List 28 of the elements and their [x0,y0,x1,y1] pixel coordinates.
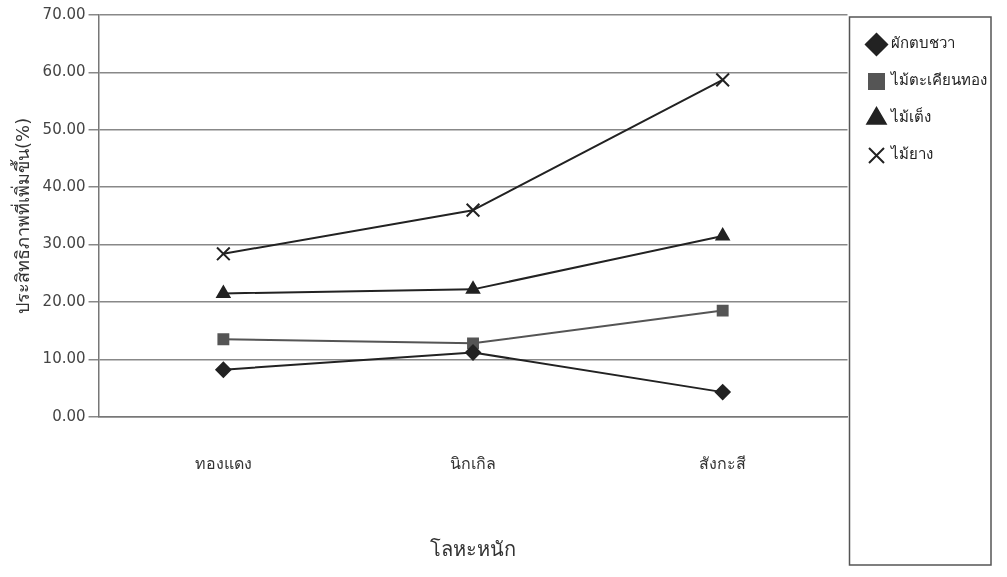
point [465,202,481,218]
y-axis-title: ประสิทธิภาพที่เพิ่มขึ้น(%) [10,117,34,314]
legend-label: ไม้ยาง [890,145,933,164]
point [714,384,731,401]
y-tick-label: 50.00 [42,119,86,138]
legend-label: ผักตบชวา [891,34,955,53]
x-axis-title: โลหะหนัก [430,537,517,562]
legend-label: ไม้ตะเคียนทอง [890,71,987,90]
y-tick-label: 10.00 [42,349,86,368]
y-tick-label: 20.00 [42,291,86,310]
y-tick-label: 0.00 [52,406,86,425]
point [217,333,230,346]
x-tick-label: สังกะสี [699,453,747,473]
y-tick-label: 40.00 [42,177,86,196]
point [465,281,481,294]
point [216,285,231,298]
point [465,344,482,361]
point [716,304,729,317]
y-tick-label: 70.00 [42,4,86,23]
y-tick-label: 60.00 [42,62,86,81]
x-tick-label: ทองแดง [194,453,252,473]
y-tick-label: 30.00 [42,234,86,253]
point [216,246,231,262]
point [715,72,731,88]
point [215,361,232,378]
x-tick-label: นิกเกิล [450,453,497,473]
legend-label: ไม้เต็ง [890,107,931,127]
point [715,227,730,241]
